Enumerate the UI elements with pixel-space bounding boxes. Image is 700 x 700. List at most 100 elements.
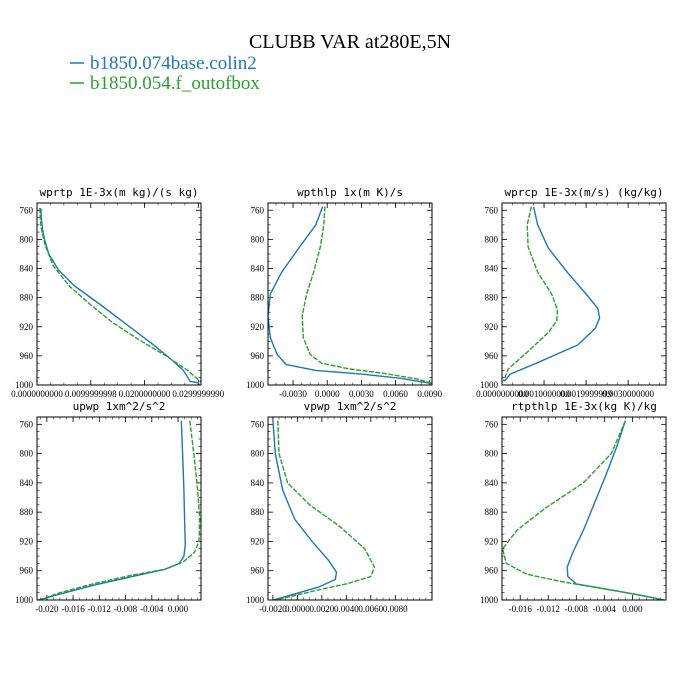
x-tick-label: 0.0040 [334, 604, 359, 614]
x-tick-label: -0.016 [509, 604, 533, 614]
panel-title: rtpthlp 1E-3x(kg K)/kg [511, 400, 657, 413]
panel-3: wprcp 1E-3x(m/s) (kg/kg) 760 800 840 880 920 9… [476, 186, 667, 399]
panel-5: vpwp 1xm^2/s^2 760 800 840 880 920 960 1000-0.0… [246, 400, 433, 614]
y-tick-label: 840 [485, 264, 499, 274]
y-tick-label: 920 [251, 536, 265, 546]
y-tick-label: 960 [251, 351, 265, 361]
panel-1: wprtp 1E-3x(m kg)/(s kg) 760 800 840 880 920 9… [11, 186, 225, 399]
x-tick-label: 0.0019999999 [560, 389, 612, 399]
x-tick-label: 0.0060 [383, 389, 408, 399]
panel-frame [36, 202, 202, 386]
series-line-base [267, 206, 433, 385]
y-tick-label: 1000 [246, 380, 265, 390]
x-tick-label: 0.0000000000 [11, 389, 63, 399]
panel-title: vpwp 1xm^2/s^2 [304, 400, 397, 413]
x-tick-label: 0.0000000000 [476, 389, 528, 399]
panel-frame [501, 416, 667, 601]
y-tick-label: 760 [20, 419, 34, 429]
x-tick-label: 0.0060 [358, 604, 383, 614]
y-tick-label: 800 [485, 449, 499, 459]
panel-title: wprcp 1E-3x(m/s) (kg/kg) [505, 186, 664, 199]
panel-frame [267, 202, 433, 386]
y-tick-label: 920 [485, 536, 499, 546]
panel-title: wprtp 1E-3x(m kg)/(s kg) [40, 186, 199, 199]
series-line-base [566, 420, 665, 601]
y-tick-label: 960 [485, 351, 499, 361]
x-tick-label: -0.012 [88, 604, 111, 614]
y-tick-label: 840 [251, 478, 265, 488]
series-line-base [40, 208, 201, 386]
y-tick-label: 920 [20, 322, 34, 332]
series-line-outofbox [38, 420, 201, 601]
x-tick-label: -0.004 [593, 604, 617, 614]
y-tick-label: 880 [485, 293, 499, 303]
y-tick-label: 960 [485, 566, 499, 576]
panel-title: upwp 1xm^2/s^2 [73, 400, 166, 413]
series-line-base [38, 420, 187, 601]
y-tick-label: 920 [20, 536, 34, 546]
y-tick-label: 760 [251, 419, 265, 429]
x-tick-label: 0.0200000000 [119, 389, 171, 399]
panel-2: wpthlp 1x(m K)/s 760 800 840 880 920 960 1000 -0… [246, 186, 443, 399]
y-tick-label: 800 [485, 234, 499, 244]
panel-6: rtpthlp 1E-3x(kg K)/kg 760 800 840 880 920 960… [480, 400, 667, 614]
series-line-base [503, 206, 601, 382]
x-tick-label: 0.0030000000 [602, 389, 654, 399]
y-tick-label: 920 [251, 322, 265, 332]
series-line-outofbox [502, 420, 665, 601]
y-tick-label: 880 [20, 293, 34, 303]
y-tick-label: 880 [20, 507, 34, 517]
y-tick-label: 960 [251, 566, 265, 576]
panel-title: wpthlp 1x(m K)/s [297, 186, 403, 199]
x-tick-label: 0.0090 [417, 389, 442, 399]
panel-4: upwp 1xm^2/s^2 760 800 840 880 920 960 1000 -0.0… [15, 400, 202, 614]
legend: b1850.074base.colin2 b1850.054.f_outofbo… [70, 53, 260, 94]
x-tick-label: 0.0000 [315, 389, 340, 399]
y-tick-label: 840 [20, 478, 34, 488]
x-tick-label: -0.008 [114, 604, 138, 614]
x-tick-label: -0.0020 [259, 604, 287, 614]
x-tick-label: -0.012 [537, 604, 560, 614]
x-tick-label: 0.0080 [383, 604, 408, 614]
x-tick-label: -0.008 [565, 604, 589, 614]
panel-frame [267, 416, 433, 601]
y-tick-label: 1000 [15, 595, 34, 605]
x-tick-label: 0.000 [622, 604, 643, 614]
y-tick-label: 1000 [246, 595, 265, 605]
y-tick-label: 760 [251, 205, 265, 215]
series-line-outofbox [275, 420, 376, 601]
y-tick-label: 920 [485, 322, 499, 332]
x-tick-label: 0.0099999998 [65, 389, 117, 399]
y-tick-label: 800 [251, 234, 265, 244]
y-tick-label: 880 [485, 507, 499, 517]
y-tick-label: 800 [251, 449, 265, 459]
y-tick-label: 880 [251, 507, 265, 517]
panel-frame [501, 202, 667, 386]
y-tick-label: 1000 [480, 595, 499, 605]
x-tick-label: 0.0020 [309, 604, 334, 614]
x-tick-label: -0.004 [140, 604, 164, 614]
y-tick-label: 840 [251, 264, 265, 274]
y-tick-label: 960 [20, 566, 34, 576]
legend-label-base: b1850.074base.colin2 [90, 53, 257, 74]
y-tick-label: 960 [20, 351, 34, 361]
series-line-base [272, 420, 338, 601]
y-tick-label: 800 [20, 234, 34, 244]
x-tick-label: 0.0000 [285, 604, 310, 614]
x-tick-label: 0.0299999990 [172, 389, 224, 399]
y-tick-label: 760 [20, 205, 34, 215]
x-tick-label: -0.0030 [279, 389, 307, 399]
series-line-outofbox [502, 206, 559, 382]
y-tick-label: 1000 [480, 380, 499, 390]
legend-label-outofbox: b1850.054.f_outofbox [90, 73, 260, 94]
x-tick-label: -0.016 [61, 604, 85, 614]
x-tick-label: 0.0030 [349, 389, 374, 399]
y-tick-label: 840 [485, 478, 499, 488]
y-tick-label: 760 [485, 205, 499, 215]
series-line-outofbox [39, 208, 202, 383]
panel-frame [36, 416, 202, 601]
y-tick-label: 880 [251, 293, 265, 303]
y-tick-label: 800 [20, 449, 34, 459]
x-tick-label: 0.000 [168, 604, 189, 614]
